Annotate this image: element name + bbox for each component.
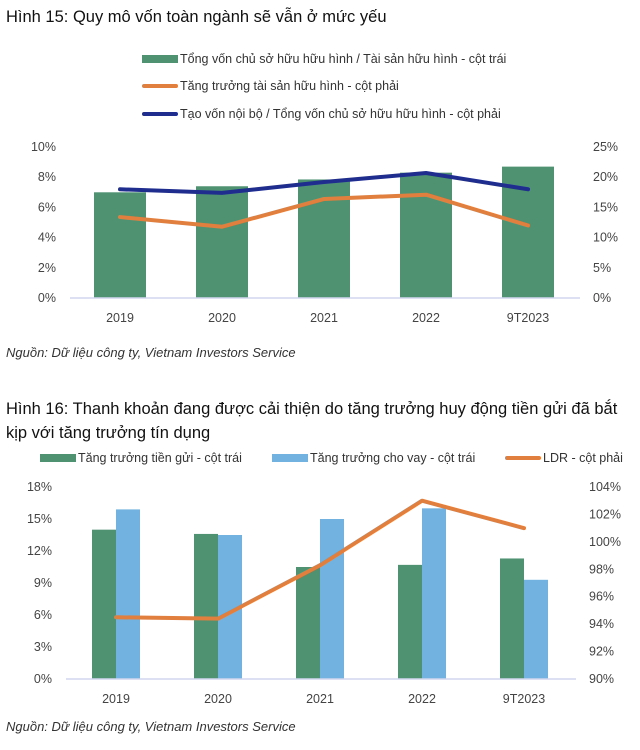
y-right-tick-label: 92%: [589, 645, 614, 659]
bar: [194, 533, 218, 679]
legend-label: LDR - cột phải: [543, 451, 623, 465]
y-right-tick-label: 94%: [589, 617, 614, 631]
x-tick-label: 2022: [412, 311, 440, 325]
y-right-tick-label: 0%: [593, 291, 611, 305]
bar: [196, 186, 248, 298]
bar: [320, 519, 344, 679]
y-right-tick-label: 90%: [589, 672, 614, 686]
legend-item-ldr: LDR - cột phải: [505, 451, 623, 465]
y-left-tick-label: 6%: [34, 608, 52, 622]
legend-swatch: [142, 55, 178, 63]
x-tick-label: 2019: [106, 311, 134, 325]
series-line: [118, 192, 530, 229]
x-tick-label: 2021: [306, 692, 334, 706]
x-tick-label: 9T2023: [503, 692, 545, 706]
y-left-tick-label: 6%: [38, 200, 56, 214]
legend-swatch: [142, 84, 178, 88]
x-tick-label: 2022: [408, 692, 436, 706]
x-tick-label: 2020: [204, 692, 232, 706]
x-tick-label: 2021: [310, 311, 338, 325]
legend-item-internal-capital: Tạo vốn nội bộ / Tổng vốn chủ sở hữu hữu…: [142, 107, 501, 121]
x-tick-label: 2020: [208, 311, 236, 325]
chart-2-title-line-1: Hình 16: Thanh khoản đang được cải thiện…: [6, 400, 618, 418]
x-tick-label: 2019: [102, 692, 130, 706]
x-tick-label: 9T2023: [507, 311, 549, 325]
chart-2-source: Nguồn: Dữ liệu công ty, Vietnam Investor…: [6, 719, 296, 734]
legend-swatch: [272, 454, 308, 462]
y-left-tick-label: 12%: [27, 544, 52, 558]
y-left-tick-label: 0%: [34, 672, 52, 686]
legend-label: Tăng trưởng tài sản hữu hình - cột phải: [180, 79, 399, 93]
chart-1-source: Nguồn: Dữ liệu công ty, Vietnam Investor…: [6, 345, 296, 360]
y-right-tick-label: 98%: [589, 562, 614, 576]
legend-item-tangible-equity-ratio: Tổng vốn chủ sở hữu hữu hình / Tài sản h…: [142, 52, 506, 66]
y-left-tick-label: 15%: [27, 512, 52, 526]
y-right-tick-label: 96%: [589, 590, 614, 604]
y-right-tick-label: 100%: [589, 535, 621, 549]
y-left-tick-label: 8%: [38, 170, 56, 184]
legend-item-asset-growth: Tăng trưởng tài sản hữu hình - cột phải: [142, 79, 399, 93]
y-left-tick-label: 3%: [34, 640, 52, 654]
y-right-tick-label: 102%: [589, 507, 621, 521]
legend-swatch: [505, 456, 541, 460]
bar: [92, 529, 116, 679]
bar: [296, 567, 320, 679]
bar: [422, 508, 446, 679]
legend-swatch: [142, 112, 178, 116]
y-right-tick-label: 25%: [593, 140, 618, 154]
y-left-tick-label: 18%: [27, 480, 52, 494]
bar: [398, 564, 422, 679]
y-right-tick-label: 15%: [593, 200, 618, 214]
y-left-tick-label: 10%: [31, 140, 56, 154]
y-right-tick-label: 10%: [593, 231, 618, 245]
y-right-tick-label: 104%: [589, 480, 621, 494]
bar: [500, 558, 524, 679]
bar: [116, 509, 140, 679]
bar: [400, 172, 452, 298]
legend-label: Tổng vốn chủ sở hữu hữu hình / Tài sản h…: [180, 52, 507, 66]
legend-item-loan-growth: Tăng trưởng cho vay - cột trái: [272, 451, 475, 465]
chart-1-title: Hình 15: Quy mô vốn toàn ngành sẽ vẫn ở …: [6, 8, 387, 26]
y-left-tick-label: 2%: [38, 261, 56, 275]
y-right-tick-label: 5%: [593, 261, 611, 275]
legend-item-deposit-growth: Tăng trưởng tiền gửi - cột trái: [40, 451, 242, 465]
y-left-tick-label: 9%: [34, 576, 52, 590]
legend-label: Tạo vốn nội bộ / Tổng vốn chủ sở hữu hữu…: [180, 107, 501, 121]
y-left-tick-label: 0%: [38, 291, 56, 305]
chart-2-title-line-2: kịp với tăng trưởng tín dụng: [6, 424, 211, 442]
series-line: [118, 170, 530, 195]
bar: [524, 579, 548, 679]
y-right-tick-label: 20%: [593, 170, 618, 184]
y-left-tick-label: 4%: [38, 231, 56, 245]
series-line: [114, 498, 526, 621]
legend-label: Tăng trưởng tiền gửi - cột trái: [78, 451, 242, 465]
legend-label: Tăng trưởng cho vay - cột trái: [310, 451, 476, 465]
bar: [94, 192, 146, 298]
legend-swatch: [40, 454, 76, 462]
